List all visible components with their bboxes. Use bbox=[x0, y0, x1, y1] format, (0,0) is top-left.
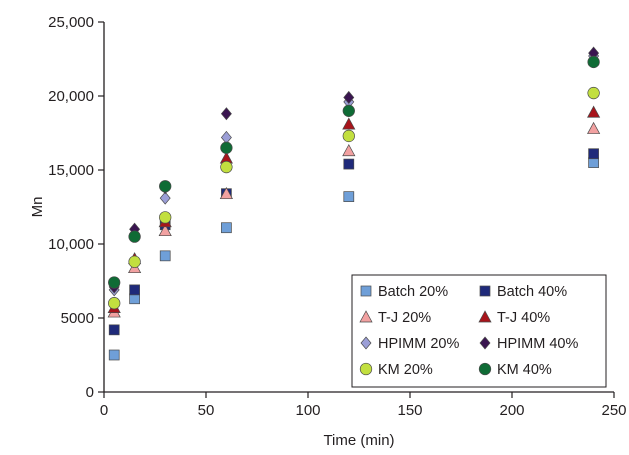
x-tick-label: 200 bbox=[499, 402, 524, 419]
legend-label: HPIMM 20% bbox=[378, 336, 459, 352]
x-axis-title: Time (min) bbox=[323, 432, 394, 449]
y-ticks: 0 5000 10,000 15,000 20,000 25,000 bbox=[48, 14, 104, 401]
y-tick-label: 15,000 bbox=[48, 162, 94, 179]
x-tick-label: 0 bbox=[100, 402, 108, 419]
data-point bbox=[342, 129, 355, 143]
data-point bbox=[342, 117, 356, 130]
legend-marker bbox=[359, 310, 373, 323]
series-hpimm-40pct bbox=[108, 46, 600, 294]
legend-marker bbox=[478, 310, 492, 323]
data-marks bbox=[107, 46, 601, 361]
data-point bbox=[588, 148, 599, 160]
data-point bbox=[158, 223, 172, 237]
data-point bbox=[159, 211, 172, 224]
legend-marker bbox=[360, 285, 372, 297]
data-point bbox=[587, 121, 601, 134]
data-point bbox=[128, 255, 141, 268]
data-point bbox=[343, 158, 355, 170]
data-point bbox=[342, 144, 356, 157]
y-tick-label: 25,000 bbox=[48, 14, 94, 31]
x-tick-label: 150 bbox=[397, 402, 422, 419]
data-point bbox=[587, 105, 601, 118]
data-point bbox=[108, 276, 121, 289]
data-point bbox=[159, 191, 171, 205]
legend-label: Batch 20% bbox=[378, 284, 448, 300]
legend-marker bbox=[359, 362, 373, 376]
x-tick-label: 50 bbox=[198, 402, 215, 419]
data-point bbox=[129, 284, 140, 296]
legend-item-t-j-20pct: T-J 20% bbox=[359, 310, 431, 326]
legend-label: HPIMM 40% bbox=[497, 336, 578, 352]
legend-label: T-J 20% bbox=[378, 310, 431, 326]
series-km-20pct bbox=[108, 86, 600, 310]
legend-item-batch-20pct: Batch 20% bbox=[360, 284, 448, 300]
data-point bbox=[587, 55, 600, 69]
data-point bbox=[588, 157, 599, 168]
data-point bbox=[128, 230, 141, 243]
legend-item-km-20pct: KM 20% bbox=[359, 362, 433, 378]
data-point bbox=[342, 104, 355, 117]
data-point bbox=[220, 130, 232, 144]
data-point bbox=[159, 180, 172, 193]
data-point bbox=[221, 222, 232, 234]
series-km-40pct bbox=[108, 55, 600, 289]
data-point bbox=[108, 297, 121, 310]
data-point bbox=[343, 90, 355, 105]
legend-label: Batch 40% bbox=[497, 284, 567, 300]
legend-label: KM 40% bbox=[497, 362, 552, 378]
data-point bbox=[587, 86, 600, 100]
data-point bbox=[220, 160, 233, 174]
plot-area: 0 50 100 150 200 250 0 5000 10,000 15,000 20,000 2… bbox=[48, 14, 626, 419]
data-point bbox=[159, 250, 171, 262]
legend-item-t-j-40pct: T-J 40% bbox=[478, 310, 550, 326]
y-tick-label: 0 bbox=[86, 384, 94, 401]
data-point bbox=[108, 349, 120, 361]
data-point bbox=[220, 141, 233, 154]
x-ticks: 0 50 100 150 200 250 bbox=[100, 392, 627, 419]
data-point bbox=[129, 293, 140, 305]
data-point bbox=[108, 324, 120, 336]
y-tick-label: 5000 bbox=[61, 310, 94, 327]
data-point bbox=[219, 186, 233, 200]
legend-item-hpimm-40pct: HPIMM 40% bbox=[479, 336, 578, 352]
legend-item-batch-40pct: Batch 40% bbox=[479, 284, 567, 300]
legend-marker bbox=[479, 336, 491, 350]
y-tick-label: 20,000 bbox=[48, 88, 94, 105]
y-tick-label: 10,000 bbox=[48, 236, 94, 253]
legend-label: KM 20% bbox=[378, 362, 433, 378]
legend-marker bbox=[360, 336, 372, 350]
legend-marker bbox=[479, 285, 491, 297]
legend-label: T-J 40% bbox=[497, 310, 550, 326]
x-tick-label: 250 bbox=[601, 402, 626, 419]
series-hpimm-20pct bbox=[108, 49, 600, 297]
legend-item-hpimm-20pct: HPIMM 20% bbox=[360, 336, 459, 352]
legend-item-km-40pct: KM 40% bbox=[478, 362, 552, 378]
data-point bbox=[220, 107, 232, 121]
data-point bbox=[343, 191, 355, 202]
x-tick-label: 100 bbox=[295, 402, 320, 419]
y-axis-title: Mn bbox=[29, 197, 46, 218]
legend-marker bbox=[478, 362, 492, 376]
legend: Batch 20% Batch 40% T-J 20% T-J 40% HPIMM 20… bbox=[351, 274, 607, 388]
